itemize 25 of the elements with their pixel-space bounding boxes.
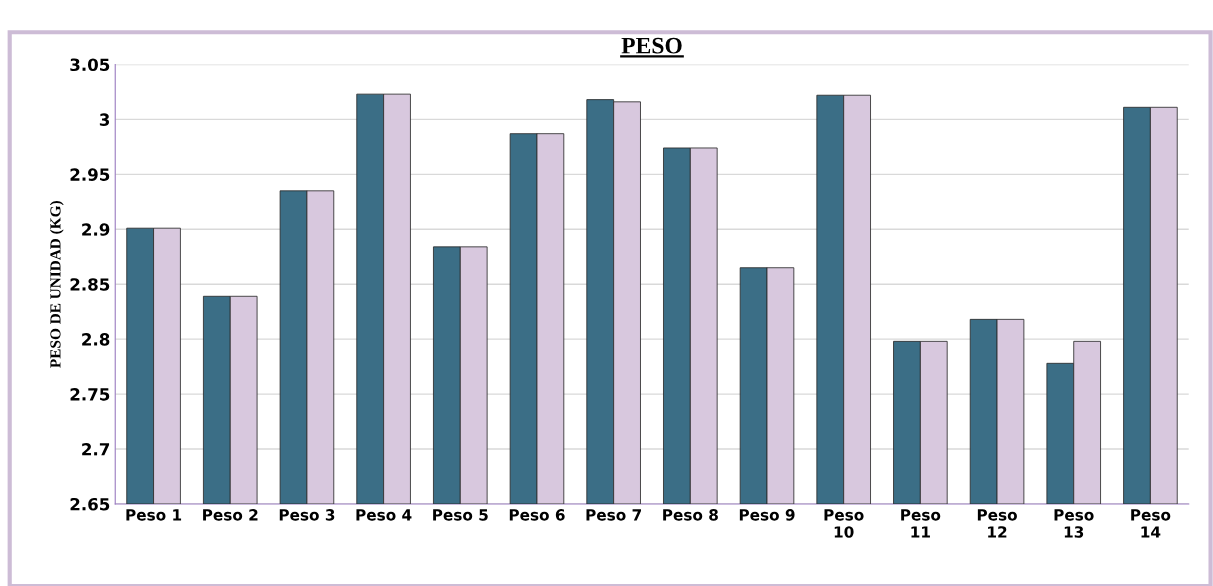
y-tick-label: 2.65 [70, 497, 110, 511]
x-tick-label: Peso 7 [586, 509, 641, 521]
x-tick-label: Peso 9 [739, 509, 795, 521]
x-tick-label: Peso 12 [977, 509, 1017, 538]
x-tick-label: Peso 8 [663, 509, 718, 521]
y-tick-label: 2.85 [70, 278, 110, 291]
x-tick-label: Peso 2 [203, 509, 258, 521]
x-tick-label: Peso 5 [433, 509, 488, 521]
chart-title: PESO [621, 37, 682, 54]
x-tick-label: Peso 6 [509, 509, 565, 521]
x-tick-label: Peso 3 [279, 509, 335, 521]
y-tick-label: 3 [99, 113, 110, 126]
y-tick-label: 3.05 [70, 58, 110, 72]
y-tick-label: 2.75 [70, 388, 110, 401]
x-tick-label: Peso 4 [356, 509, 412, 521]
y-tick-label: 2.8 [82, 333, 110, 346]
y-tick-label: 2.7 [82, 442, 110, 456]
x-tick-label: Peso 1 [126, 509, 182, 521]
y-tick-label: 2.95 [70, 168, 110, 181]
y-tick-label: 2.9 [82, 223, 110, 236]
x-tick-label: Peso 11 [901, 509, 941, 538]
y-axis-title: PESO DE UNIDAD (KG) [49, 201, 64, 368]
x-tick-label: Peso 10 [824, 509, 864, 538]
x-tick-label: Peso 13 [1054, 509, 1094, 538]
x-tick-label: Peso 14 [1131, 509, 1171, 538]
